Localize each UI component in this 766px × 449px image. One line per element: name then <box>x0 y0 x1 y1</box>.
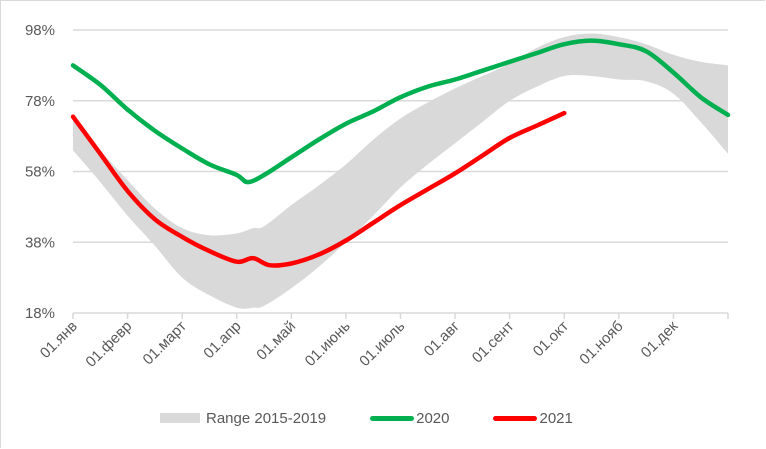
y-axis-labels: 98% 78% 58% 38% 18% <box>25 22 55 322</box>
y-tick-label: 58% <box>25 164 55 181</box>
legend-swatch-2020 <box>370 415 415 421</box>
range-band-area <box>73 33 728 309</box>
legend-item-2020[interactable]: 2020 <box>370 410 449 427</box>
x-tick-label: 01.июль <box>356 318 408 370</box>
legend-swatch-range <box>160 413 200 423</box>
x-tick-label: 01.июнь <box>302 318 354 370</box>
x-tick-label: 01.май <box>253 318 299 364</box>
series-2020-line <box>70 38 731 185</box>
legend-item-2021[interactable]: 2021 <box>493 409 573 427</box>
y-tick-label: 78% <box>25 93 55 110</box>
legend-swatch-2021 <box>493 415 538 421</box>
x-axis-labels: 01.янв 01.февр 01.март 01.апр 01.май 01.июнь 0… <box>37 317 682 370</box>
x-tick-label: 01.сент <box>469 318 518 367</box>
x-tick-label: 01.февр <box>82 318 135 371</box>
x-tick-label: 01.авг <box>421 317 464 360</box>
series-layer <box>70 38 731 268</box>
legend-label-2020: 2020 <box>416 409 450 427</box>
legend-label-2021: 2021 <box>539 409 573 427</box>
x-tick-label: 01.дек <box>638 318 682 362</box>
legend: Range 2015-2019 2020 2021 <box>160 406 617 430</box>
x-tick-label: 01.апр <box>200 318 244 362</box>
y-tick-label: 38% <box>25 234 55 251</box>
x-tick-label: 01.окт <box>530 318 572 360</box>
y-tick-label: 18% <box>25 305 55 322</box>
x-tick-label: 01.нояб <box>576 318 626 368</box>
x-axis <box>72 312 729 319</box>
series-2021-line <box>70 110 567 268</box>
legend-label-range: Range 2015-2019 <box>206 409 327 427</box>
legend-item-range[interactable]: Range 2015-2019 <box>160 410 326 427</box>
y-tick-label: 98% <box>25 22 55 39</box>
x-tick-label: 01.март <box>140 318 191 369</box>
range-band-layer <box>73 33 728 309</box>
x-tick-label: 01.янв <box>37 318 81 362</box>
